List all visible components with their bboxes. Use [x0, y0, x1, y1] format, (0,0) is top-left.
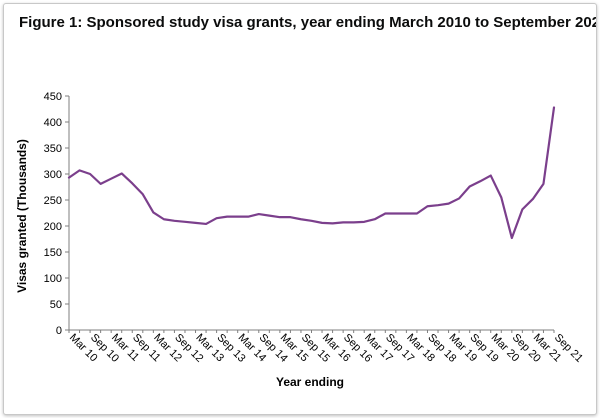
y-tick-label: 300	[44, 169, 62, 181]
y-tick-label: 400	[44, 117, 62, 129]
y-tick-label: 350	[44, 143, 62, 155]
y-tick-label: 100	[44, 273, 62, 285]
y-tick-label: 0	[56, 325, 62, 337]
y-tick-label: 450	[44, 91, 62, 103]
y-tick-label: 250	[44, 195, 62, 207]
y-tick-label: 200	[44, 221, 62, 233]
y-tick-label: 150	[44, 247, 62, 259]
y-axis: 0 50 100 150 200 250 300 350 400 450	[44, 91, 70, 337]
series-group	[67, 106, 556, 240]
chart-frame: Figure 1: Sponsored study visa grants, y…	[3, 3, 597, 415]
chart-title: Figure 1: Sponsored study visa grants, y…	[19, 14, 597, 31]
x-axis-title: Year ending	[276, 375, 344, 389]
y-tick-label: 50	[50, 299, 62, 311]
y-axis-title: Visas granted (Thousands)	[15, 139, 29, 293]
series-line	[67, 106, 556, 240]
